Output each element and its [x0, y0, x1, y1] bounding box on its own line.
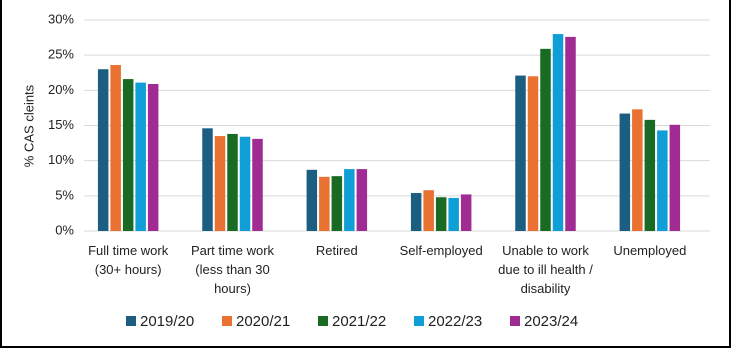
bar: [565, 36, 576, 231]
y-axis-label: % CAS cleints: [21, 84, 36, 167]
bar: [97, 69, 109, 231]
bar: [356, 169, 368, 231]
bar: [540, 48, 551, 231]
x-tick-label: Unemployed: [613, 243, 687, 258]
bar: [644, 119, 656, 231]
bar: [448, 197, 459, 231]
bar: [252, 138, 263, 231]
y-tick-label: 20%: [48, 82, 74, 97]
bar: [306, 169, 318, 231]
legend-swatch: [510, 316, 520, 326]
y-tick-label: 10%: [48, 152, 74, 167]
bar: [435, 197, 447, 231]
y-tick-label: 15%: [48, 117, 74, 132]
legend-label: 2022/23: [428, 313, 482, 330]
bar: [657, 130, 668, 231]
bar: [632, 109, 643, 231]
bar: [110, 65, 121, 231]
bar: [147, 84, 159, 232]
bar: [135, 82, 146, 231]
legend-label: 2020/21: [236, 313, 290, 330]
legend-swatch: [126, 316, 136, 326]
bar: [344, 169, 355, 231]
x-tick-label: Unable to work due to ill health / disab…: [498, 243, 593, 296]
bar: [619, 113, 631, 231]
bar: [202, 128, 213, 231]
bar: [319, 176, 330, 231]
legend-label: 2021/22: [332, 313, 386, 330]
bar: [239, 136, 251, 231]
x-tick-label: Full time work (30+ hours): [88, 243, 169, 277]
bar: [552, 34, 564, 231]
bar: [122, 79, 134, 231]
bar: [331, 176, 343, 231]
bar: [515, 75, 526, 232]
legend-label: 2019/20: [140, 313, 194, 330]
bar: [460, 194, 472, 231]
bar: [410, 193, 422, 231]
bar: [669, 124, 681, 231]
y-tick-label: 25%: [48, 47, 74, 62]
y-tick-label: 5%: [55, 187, 74, 202]
x-tick-label: Self-employed: [399, 243, 483, 258]
y-tick-label: 0%: [55, 222, 74, 237]
bar: [423, 190, 434, 231]
legend-label: 2023/24: [524, 313, 578, 330]
legend-swatch: [222, 316, 232, 326]
bar: [214, 136, 226, 231]
y-tick-label: 30%: [48, 11, 74, 26]
legend-swatch: [414, 316, 424, 326]
x-tick-label: Part time work (less than 30 hours): [190, 243, 275, 296]
legend-swatch: [318, 316, 328, 326]
bar: [227, 133, 238, 231]
x-tick-label: Retired: [315, 243, 358, 258]
bar: [527, 76, 539, 232]
